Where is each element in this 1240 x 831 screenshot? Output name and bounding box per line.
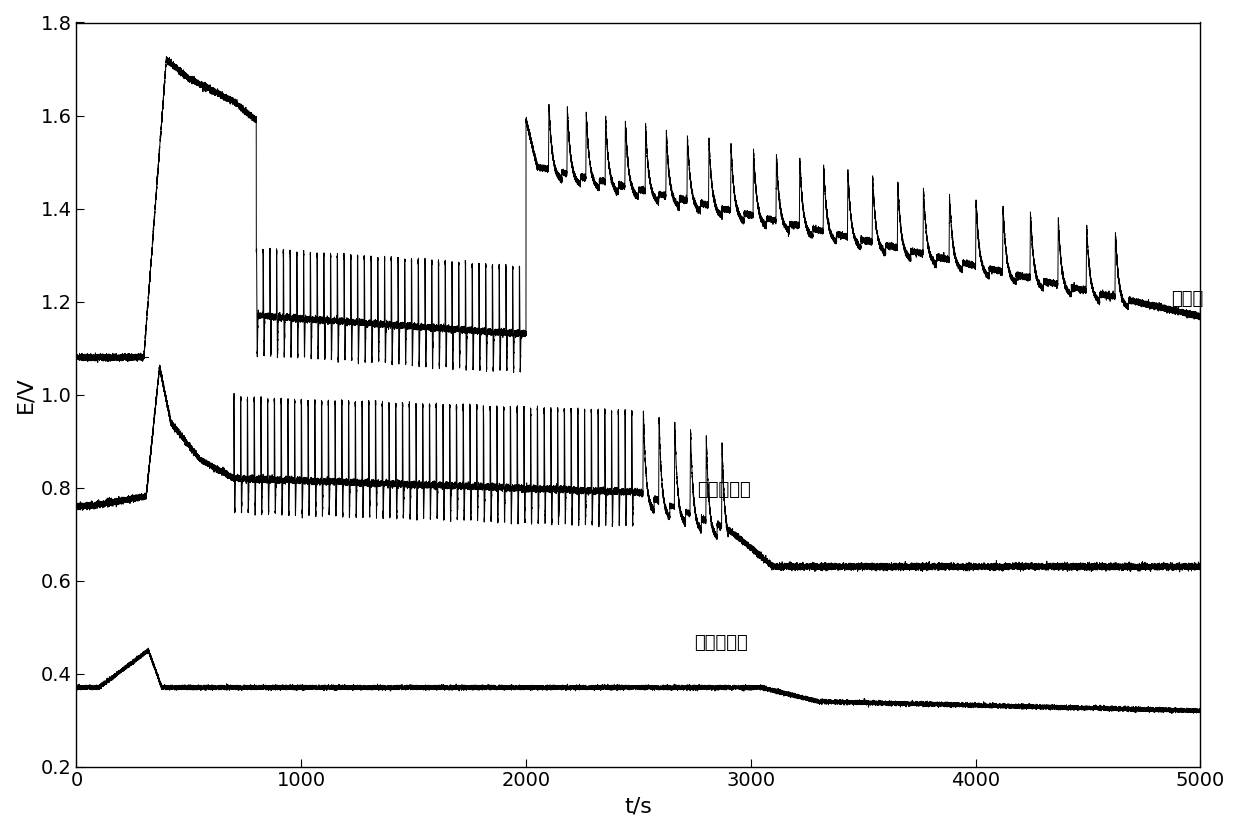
Y-axis label: E/V: E/V: [15, 376, 35, 413]
Text: 青海黑枸杞: 青海黑枸杞: [697, 481, 750, 499]
Text: 白刺果: 白刺果: [1171, 290, 1203, 308]
X-axis label: t/s: t/s: [625, 796, 652, 816]
Text: 新疆黑枸杞: 新疆黑枸杞: [694, 634, 749, 652]
